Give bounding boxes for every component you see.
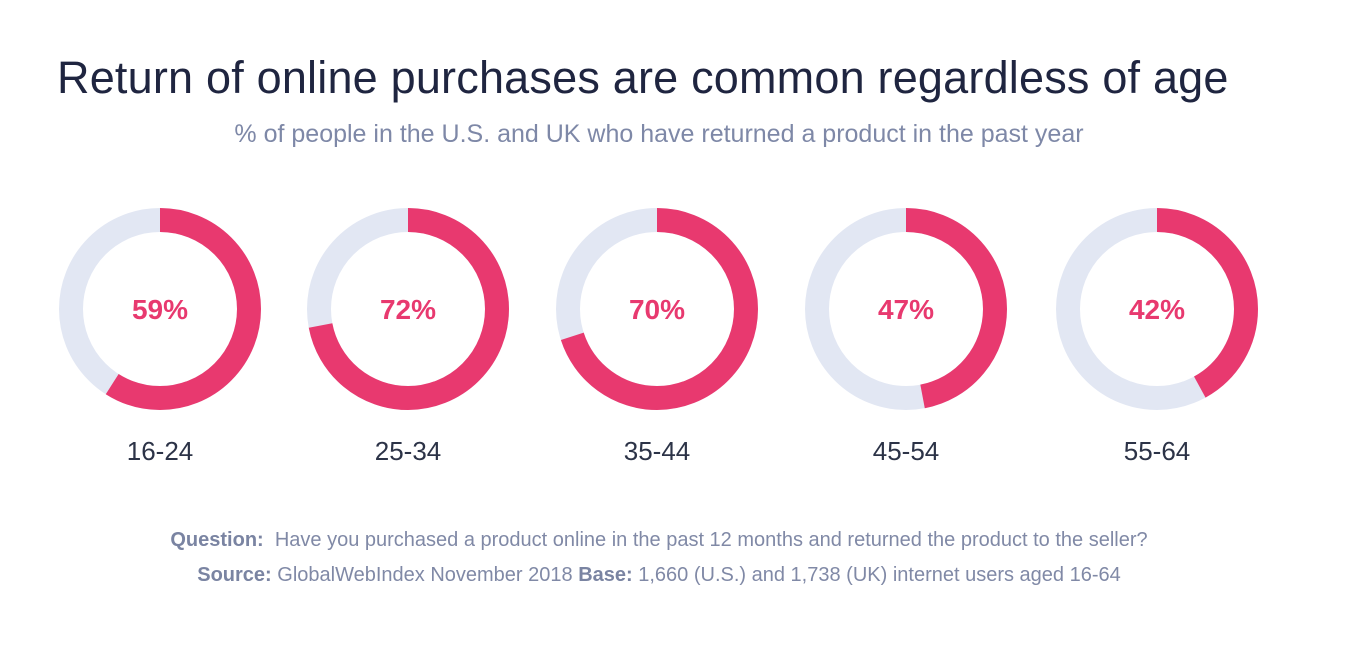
category-label-55-64: 55-64 <box>1124 436 1191 466</box>
donut-arc-45-54 <box>805 208 1007 410</box>
donut-arc-16-24 <box>59 208 261 410</box>
donut-arc-35-44 <box>556 208 758 410</box>
base-text: 1,660 (U.S.) and 1,738 (UK) internet use… <box>638 564 1121 586</box>
category-label-25-34: 25-34 <box>375 436 442 466</box>
value-label-45-54: 47% <box>878 294 934 325</box>
category-label-45-54: 45-54 <box>873 436 940 466</box>
value-label-35-44: 70% <box>629 294 685 325</box>
donut-arc-55-64 <box>1056 208 1258 410</box>
footer-question: Question: Have you purchased a product o… <box>0 529 1318 552</box>
footer-source: Source: GlobalWebIndex November 2018 Bas… <box>0 564 1318 587</box>
source-text: GlobalWebIndex November 2018 <box>277 564 573 586</box>
base-label: Base: <box>578 564 633 586</box>
value-label-16-24: 59% <box>132 294 188 325</box>
chart-subtitle: % of people in the U.S. and UK who have … <box>234 120 1084 148</box>
donut-chart-area: 59% 16-24 72% 25-34 70% 35-44 47% 45-54 42% 55-64 <box>59 208 1258 466</box>
donut-arc-25-34 <box>307 208 509 410</box>
category-label-16-24: 16-24 <box>127 436 194 466</box>
chart-title: Return of online purchases are common re… <box>57 52 1229 103</box>
value-label-25-34: 72% <box>380 294 436 325</box>
source-label: Source: <box>197 564 272 586</box>
question-label: Question: <box>170 529 264 551</box>
question-text: Have you purchased a product online in t… <box>274 529 1148 551</box>
value-label-55-64: 42% <box>1129 294 1185 325</box>
category-label-35-44: 35-44 <box>624 436 691 466</box>
